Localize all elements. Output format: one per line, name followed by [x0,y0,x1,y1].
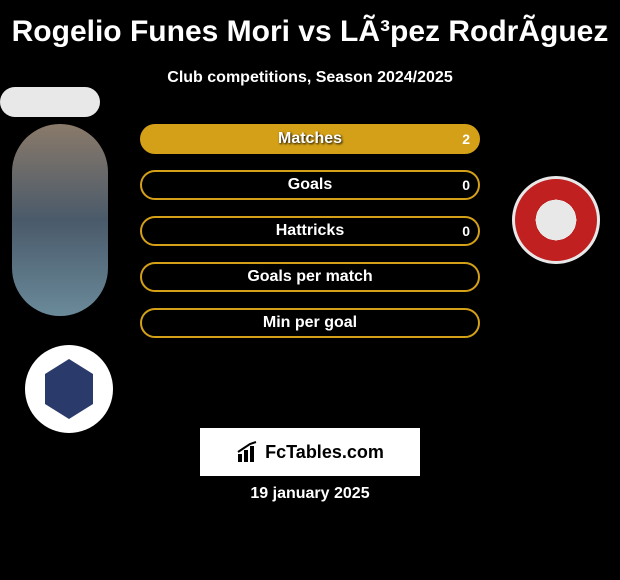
player-2-avatar [0,87,100,117]
stat-value-right: 0 [462,223,470,239]
stat-value-right: 2 [462,131,470,147]
player-1-avatar [12,124,108,316]
stat-bar-hattricks: Hattricks 0 [140,216,480,246]
stat-label: Matches [278,130,342,148]
comparison-subtitle: Club competitions, Season 2024/2025 [0,69,620,87]
stat-bar-min-per-goal: Min per goal [140,308,480,338]
footer-date: 19 january 2025 [0,485,620,503]
footer-brand: FcTables.com [200,428,420,476]
comparison-title: Rogelio Funes Mori vs LÃ³pez RodrÃ­guez [0,0,620,49]
club-1-badge [25,345,113,433]
stats-container: Matches 2 Goals 0 Hattricks 0 Goals per … [140,124,480,354]
stat-label: Goals [288,176,332,194]
stat-bar-goals-per-match: Goals per match [140,262,480,292]
stat-label: Goals per match [247,268,372,286]
club-2-badge [512,176,600,264]
club-1-badge-shield [39,359,99,419]
stat-bar-goals: Goals 0 [140,170,480,200]
stat-label: Hattricks [276,222,344,240]
footer-brand-text: FcTables.com [265,442,384,463]
stat-value-right: 0 [462,177,470,193]
stat-bar-matches: Matches 2 [140,124,480,154]
stat-label: Min per goal [263,314,357,332]
chart-icon [236,440,260,464]
